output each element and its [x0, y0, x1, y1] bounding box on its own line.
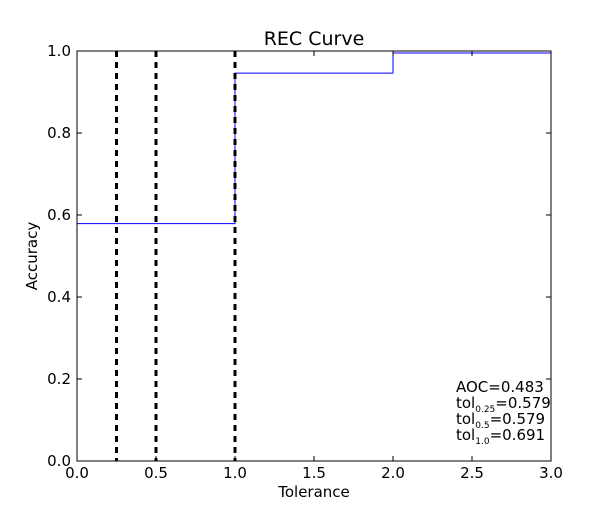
y-tick-label: 0.2	[47, 370, 71, 388]
axis-ticks: 0.0 0.5 1.0 1.5 2.0 2.5 3.0 0.0 0.2 0.4 0.6 0.8 1.0	[47, 42, 563, 482]
chart-title: REC Curve	[264, 28, 365, 50]
y-axis-label: Accuracy	[23, 222, 41, 291]
x-tick-label: 3.0	[539, 464, 563, 482]
x-tick-label: 2.0	[381, 464, 405, 482]
x-tick-label: 1.0	[223, 464, 247, 482]
metrics-annotation: AOC=0.483tol0.25=0.579tol0.5=0.579tol1.0…	[456, 378, 551, 447]
y-tick-label: 0.6	[47, 206, 71, 224]
y-tick-label: 0.8	[47, 124, 71, 142]
x-axis-label: Tolerance	[277, 483, 350, 501]
x-tick-label: 0.5	[144, 464, 168, 482]
x-tick-label: 1.5	[302, 464, 326, 482]
y-tick-label: 0.4	[47, 288, 71, 306]
y-tick-label: 0.0	[47, 452, 71, 470]
metric-annotation-line: tol0.5=0.579	[456, 410, 545, 431]
rec-series-line	[77, 52, 551, 225]
y-tick-label: 1.0	[47, 42, 71, 60]
x-tick-label: 2.5	[460, 464, 484, 482]
plot-frame	[76, 50, 552, 462]
metric-annotation-line: tol0.25=0.579	[456, 394, 551, 415]
metric-annotation-line: tol1.0=0.691	[456, 426, 545, 447]
metric-annotation-line: AOC=0.483	[456, 378, 544, 396]
plot-area	[77, 51, 551, 461]
x-tick-label: 0.0	[65, 464, 89, 482]
